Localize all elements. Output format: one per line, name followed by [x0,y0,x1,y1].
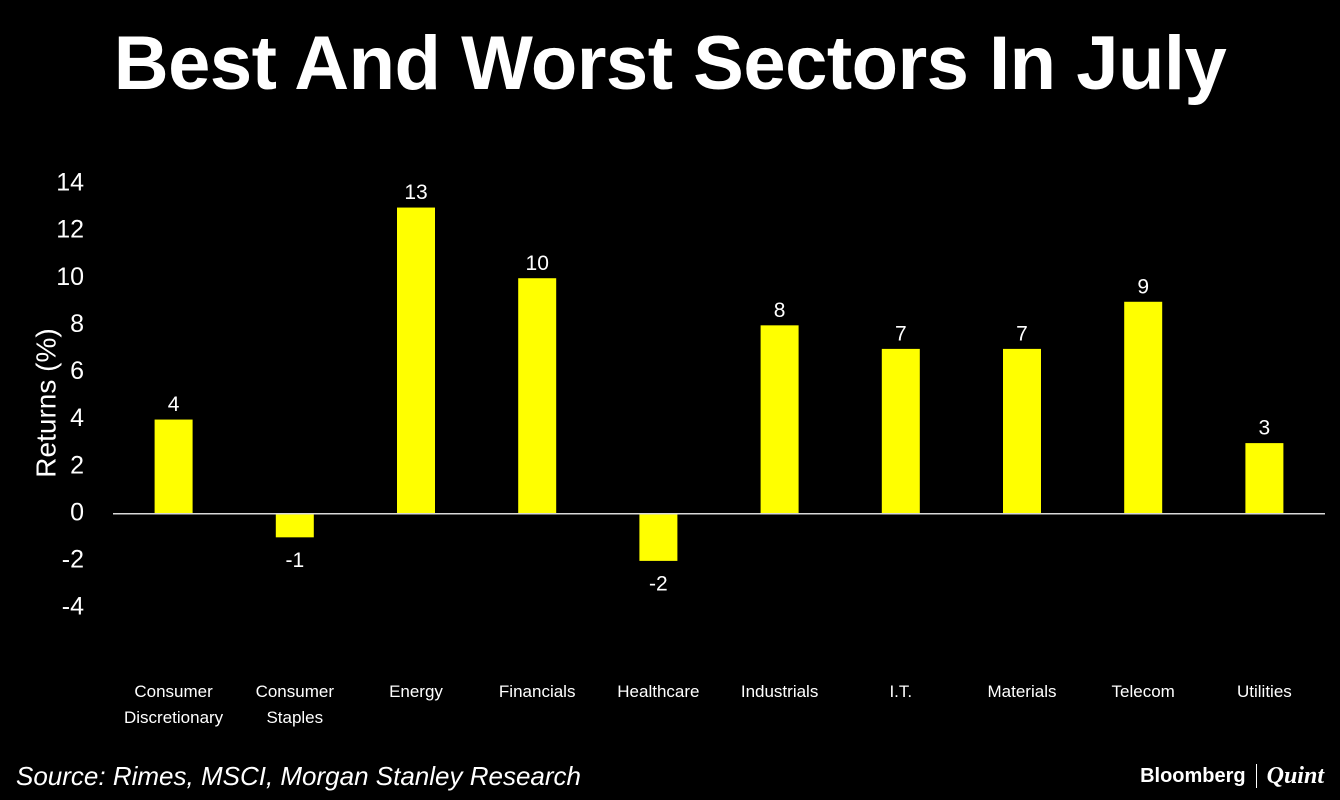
brand-primary-wordmark: Bloomberg [1140,764,1246,787]
bar [760,325,799,514]
data-label: 8 [774,299,786,322]
x-category-label: Industrials [741,682,818,701]
x-category-label-line: Utilities [1237,682,1292,701]
x-category-label: Energy [389,682,443,701]
brand-secondary-wordmark: Quint [1266,762,1324,789]
bar [1003,348,1041,514]
y-axis-title: Returns (%) [30,328,61,477]
x-axis: Consumer Discretionary Consumer Staples Ener… [113,513,1325,727]
x-category-label: I.T. [889,682,912,701]
x-category-label-line: Financials [499,682,576,701]
data-label: 7 [895,322,907,345]
x-category-label: Utilities [1237,682,1292,701]
y-tick-label: 0 [70,498,84,526]
x-category-label: Financials [499,682,576,701]
data-label: 3 [1259,417,1271,440]
y-tick-label: 6 [70,357,84,385]
x-category-label-line: Discretionary [124,708,224,727]
x-category-label: Consumer Discretionary [124,682,224,727]
y-tick-label: -2 [62,545,84,573]
bar [154,419,193,514]
data-label: 9 [1137,275,1149,298]
y-tick-label: 12 [56,216,84,244]
bar-series: 4 -1 13 10 -2 8 7 7 9 3 [154,181,1284,595]
x-category-label-line: Staples [266,708,323,727]
y-tick-label: 8 [70,310,84,338]
y-tick-label: 4 [70,404,84,432]
y-tick-label: 14 [56,169,84,197]
bar [397,207,435,514]
y-axis: -4 -2 0 2 4 6 8 10 12 14 [56,169,84,621]
x-category-label: Healthcare [617,682,699,701]
bar [881,348,920,514]
x-category-label: Consumer Staples [256,682,335,727]
x-category-label: Materials [988,682,1057,701]
brand-divider [1255,764,1257,788]
x-category-label-line: Industrials [741,682,818,701]
data-label: 7 [1016,322,1028,345]
source-note: Source: Rimes, MSCI, Morgan Stanley Rese… [16,761,581,791]
data-label: 13 [404,181,427,204]
data-label: -1 [285,549,304,572]
data-label: -2 [649,572,668,595]
bar [275,513,314,538]
x-category-label: Telecom [1112,682,1175,701]
chart-title: Best And Worst Sectors In July [113,21,1227,106]
y-tick-label: 2 [70,451,84,479]
data-label: 4 [168,393,180,416]
bar [639,513,678,561]
x-category-label-line: Energy [389,682,443,701]
bar [1124,301,1163,514]
x-category-label-line: Materials [988,682,1057,701]
y-tick-label: -4 [62,593,84,621]
brand-logo: Bloomberg Quint [1140,758,1324,794]
y-tick-label: 10 [56,263,84,291]
x-category-label-line: Consumer [134,682,213,701]
bar [518,278,557,514]
x-category-label-line: I.T. [889,682,912,701]
bar [1245,443,1284,514]
x-category-label-line: Telecom [1112,682,1175,701]
data-label: 10 [526,252,549,275]
x-category-label-line: Healthcare [617,682,699,701]
x-category-label-line: Consumer [256,682,335,701]
